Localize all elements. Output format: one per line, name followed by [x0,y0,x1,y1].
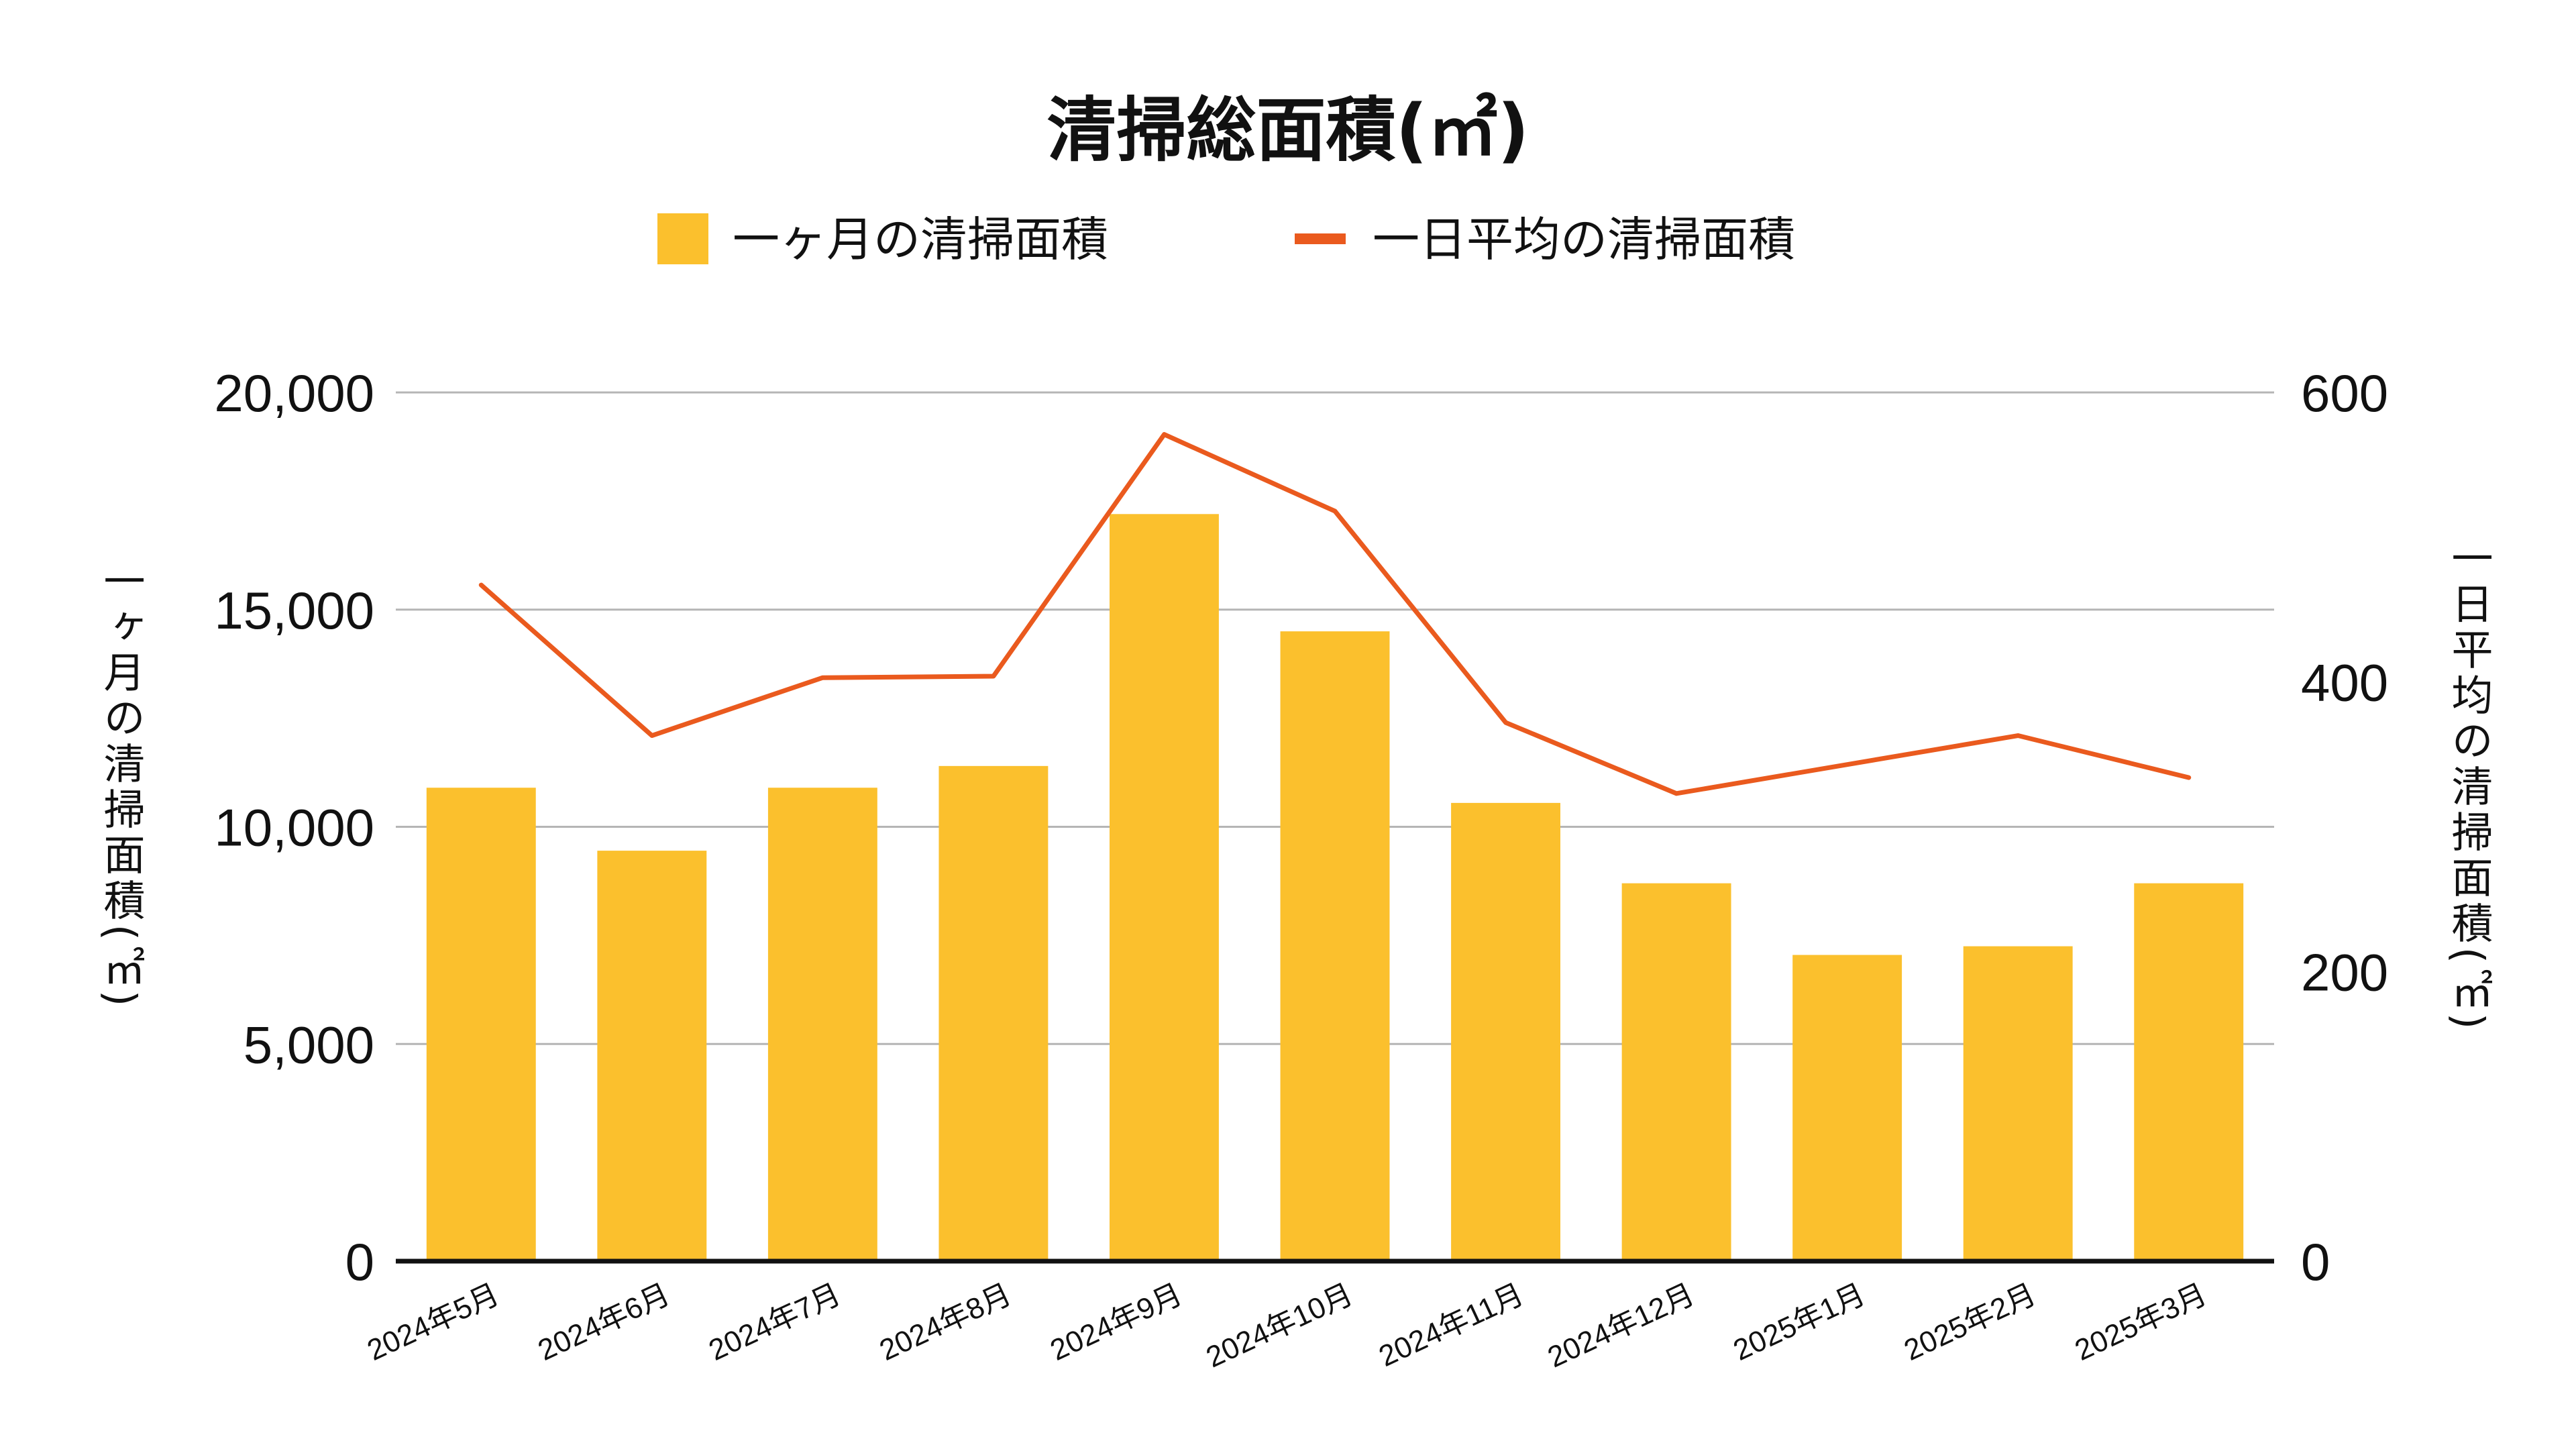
left-tick-label: 15,000 [214,581,374,640]
right-tick-label: 400 [2301,653,2388,712]
x-tick-label: 2024年11月 [1374,1278,1529,1373]
right-tick-label: 0 [2301,1232,2330,1291]
bar [1110,514,1219,1261]
x-tick-label: 2024年10月 [1201,1278,1358,1375]
x-tick-label: 2025年1月 [1729,1278,1870,1367]
x-tick-label: 2024年5月 [362,1278,504,1367]
x-tick-label: 2025年2月 [1899,1278,2041,1367]
line-series [478,432,2192,796]
x-tick-label: 2024年9月 [1045,1278,1187,1367]
bar [597,851,707,1261]
left-tick-label: 0 [345,1232,374,1291]
bar [1451,802,1560,1261]
x-tick-label: 2024年12月 [1543,1278,1700,1375]
x-tick-label: 2024年6月 [533,1278,675,1367]
x-tick-label: 2024年7月 [704,1278,845,1367]
legend: 一ヶ月の清掃面積 一日平均の清掃面積 [657,212,1795,267]
bar [2134,883,2244,1261]
bar [1963,946,2073,1261]
left-tick-label: 5,000 [244,1015,374,1074]
x-axis-ticks: 2024年5月 2024年6月 2024年7月 2024年8月 2024年9月 2024年… [362,1278,2212,1375]
x-tick-label: 2025年3月 [2070,1278,2212,1367]
right-tick-label: 600 [2301,364,2388,423]
chart-title: 清掃総面積(㎡) [1046,89,1529,171]
legend-swatch-line [1295,233,1346,244]
left-tick-label: 10,000 [214,798,374,857]
x-tick-label: 2024年8月 [875,1278,1016,1367]
legend-label-line: 一日平均の清掃面積 [1373,212,1795,267]
bar [1621,883,1731,1261]
right-axis-title: 一日平均の清掃面積(㎡) [2445,537,2493,1033]
left-tick-label: 20,000 [214,364,374,423]
legend-swatch-bar [657,213,708,264]
left-axis-title: 一ヶ月の清掃面積(㎡) [97,559,146,1010]
left-axis-ticks: 0 5,000 10,000 15,000 20,000 [214,364,374,1291]
bar [938,765,1049,1261]
right-axis-ticks: 0 200 400 600 [2301,364,2388,1291]
bar [767,788,877,1261]
right-tick-label: 200 [2301,943,2388,1002]
bar [1792,955,1902,1261]
bar [1280,631,1390,1261]
legend-label-bar: 一ヶ月の清掃面積 [733,212,1108,267]
bars [426,514,2244,1261]
bar [426,788,536,1261]
